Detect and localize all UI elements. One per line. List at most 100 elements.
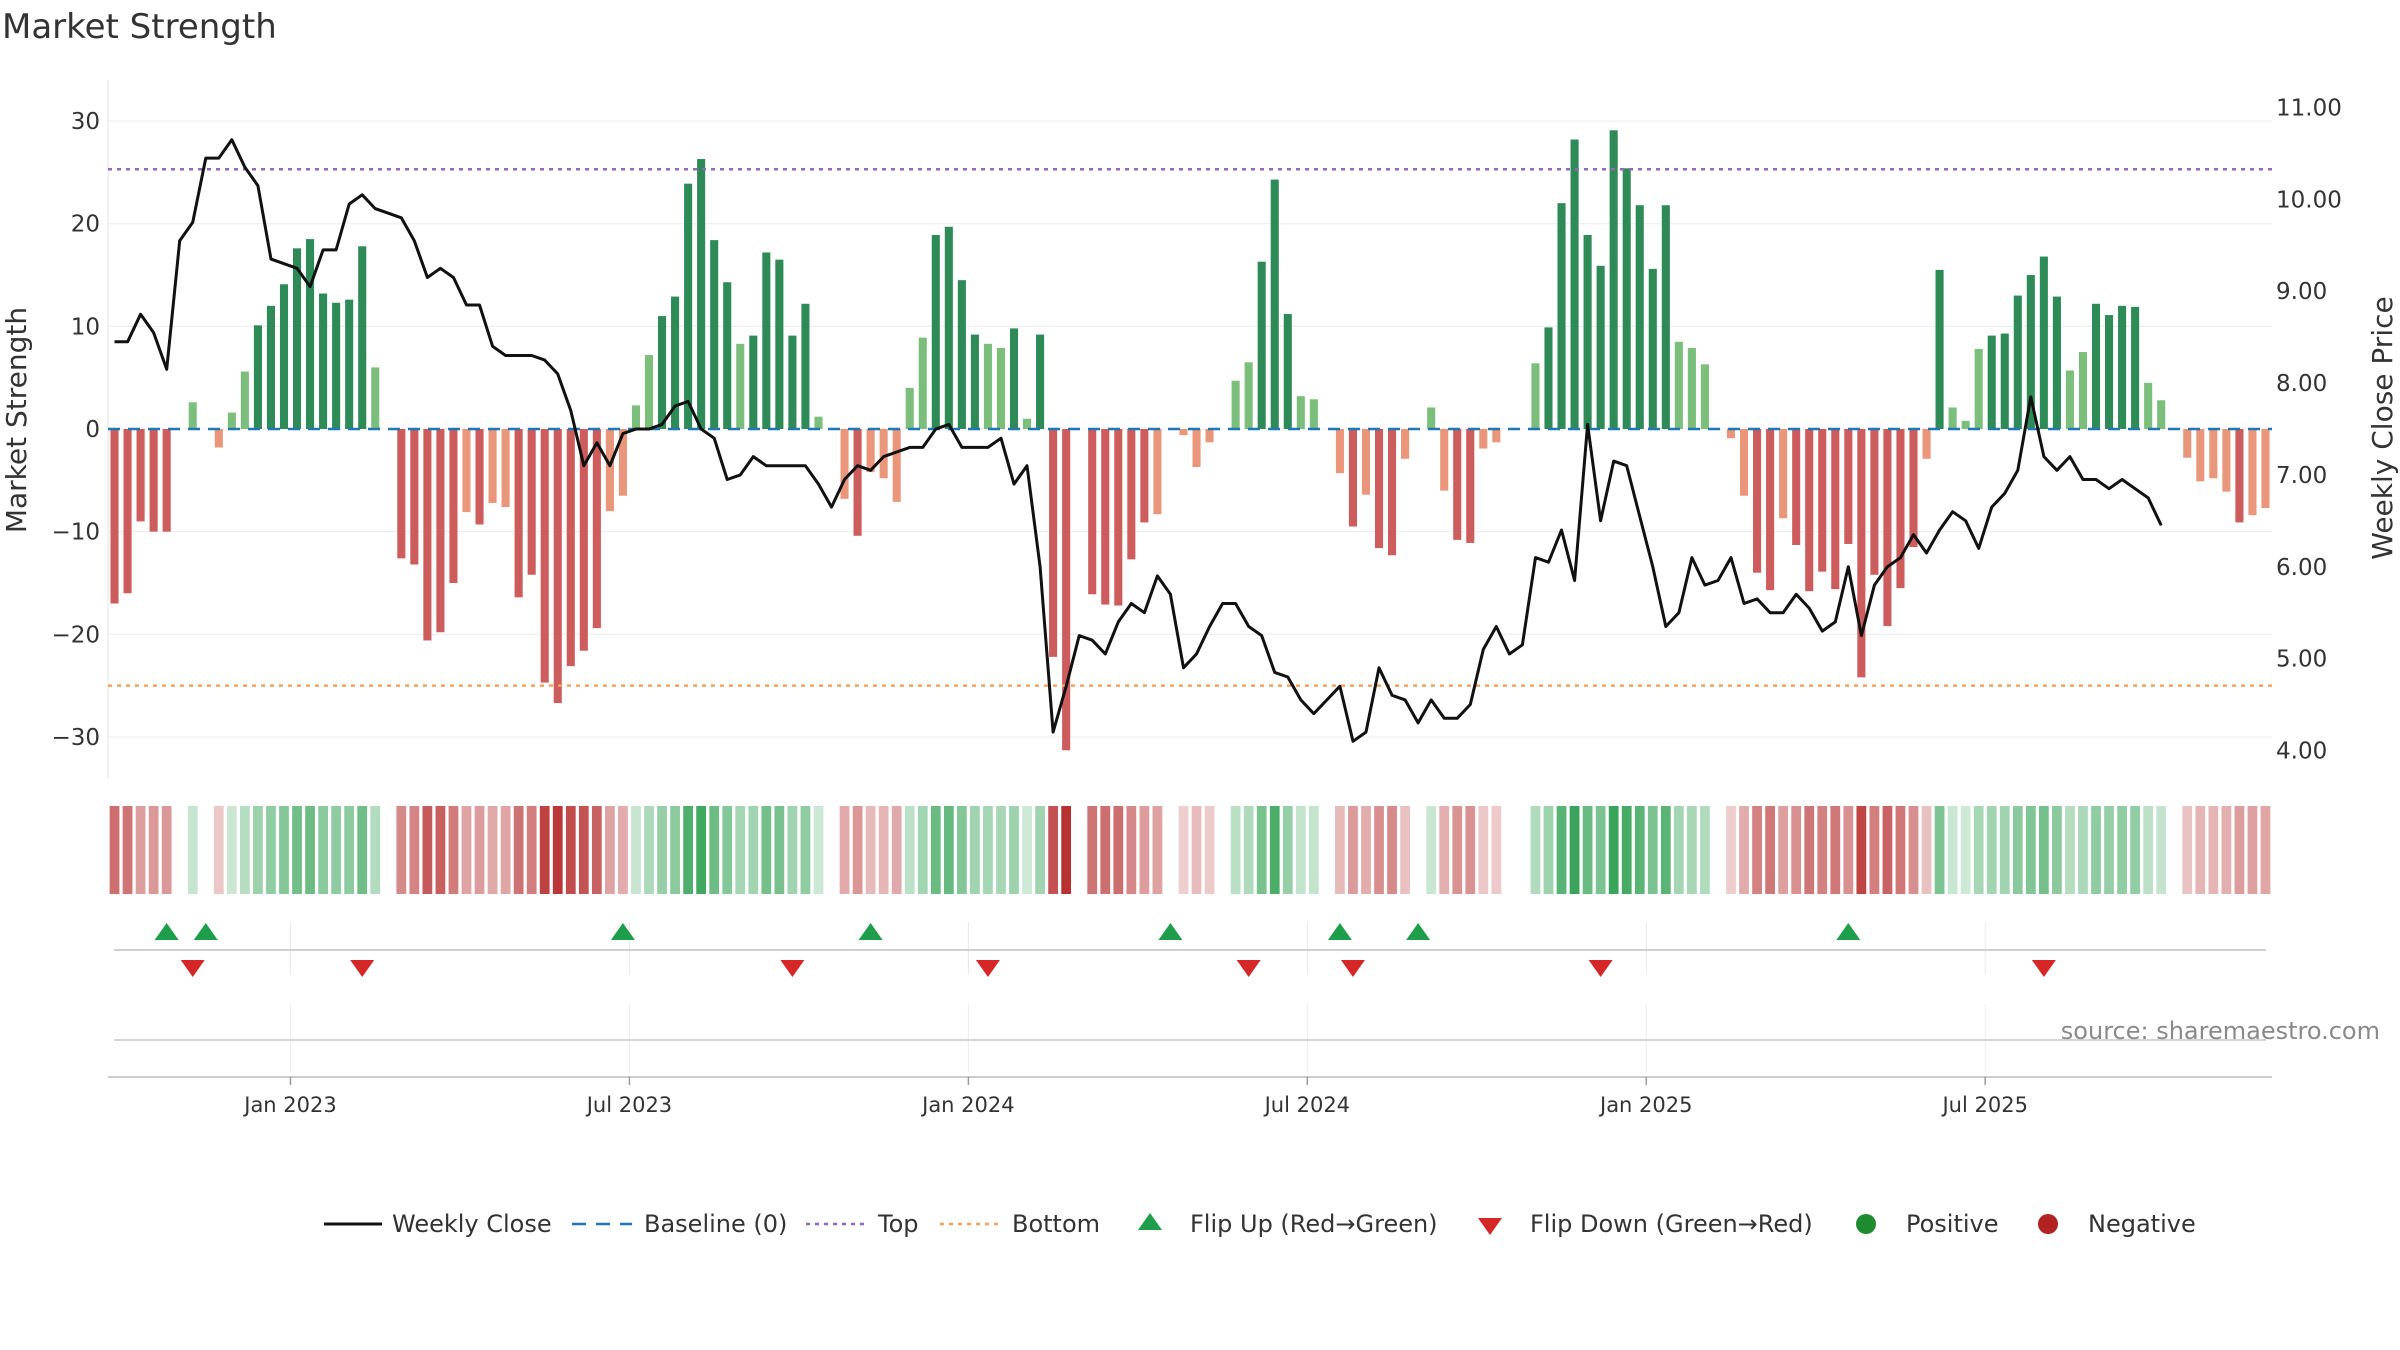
right-tick-label: 6.00 [2276, 555, 2327, 581]
heat-cell [657, 806, 667, 894]
strength-heat-strip [109, 806, 2271, 894]
strength-bar [566, 429, 575, 667]
strength-bar [1492, 429, 1501, 443]
strength-bar [644, 355, 654, 429]
strength-bar [1114, 429, 1123, 606]
heat-cell [852, 806, 863, 894]
heat-cell [891, 806, 902, 894]
heat-cell [839, 806, 850, 894]
strength-bar [1127, 429, 1136, 560]
heat-cell [357, 806, 368, 894]
heat-cell [1634, 806, 1645, 894]
heat-cell [1465, 806, 1476, 894]
heat-cell [813, 806, 824, 894]
legend-swatch-flip-up [1138, 1213, 1162, 1230]
heat-cell [344, 806, 355, 894]
heat-cell [370, 806, 381, 894]
heat-cell [1921, 806, 1932, 894]
legend-item-flipup[interactable]: Flip Up (Red→Green) [1138, 1210, 1438, 1238]
legend[interactable]: Weekly Close Baseline (0) Top Bottom Flip Up… [324, 1210, 2196, 1238]
strength-bar [2157, 400, 2166, 429]
heat-cell [1113, 806, 1124, 894]
strength-bar [488, 429, 497, 503]
heat-cell [970, 806, 980, 894]
heat-cell [2117, 806, 2127, 894]
strength-bar [931, 234, 940, 429]
source-credit: source: sharemaestro.com [2061, 1017, 2380, 1045]
strength-bar [592, 429, 601, 629]
strength-bar [736, 343, 745, 429]
strength-bar [279, 284, 289, 429]
strength-bar [1987, 335, 1996, 429]
heat-cell [2104, 806, 2114, 894]
heat-cell [1973, 806, 1984, 894]
heat-cell [253, 806, 263, 894]
strength-bar [1609, 130, 1618, 429]
legend-item-close[interactable]: Weekly Close [324, 1210, 552, 1238]
heat-cell [1400, 806, 1410, 894]
heat-cell [1817, 806, 1828, 894]
heat-cell [279, 806, 289, 894]
strength-bar [1557, 203, 1566, 429]
heat-cell [1439, 806, 1450, 894]
x-tick-label: Jan 2023 [242, 1093, 337, 1117]
strength-bar [136, 429, 145, 522]
strength-bar [2196, 429, 2205, 482]
heat-cell [1869, 806, 1880, 894]
heat-cell [109, 806, 120, 894]
heat-cell [1139, 806, 1150, 894]
strength-bar [1844, 429, 1853, 544]
heat-cell [318, 806, 328, 894]
price-line-layer [114, 138, 2163, 743]
heat-cell [461, 806, 472, 894]
strength-bar [671, 296, 680, 429]
strength-bar [423, 429, 432, 641]
left-tick-label: −20 [51, 622, 100, 648]
strength-bar [1687, 347, 1696, 429]
strength-bar [1140, 429, 1149, 523]
strength-bar [2026, 275, 2035, 429]
heat-cell [1308, 806, 1319, 894]
strength-bar [527, 429, 536, 575]
left-axis-label: Market Strength [0, 307, 33, 533]
strength-bar [631, 405, 641, 429]
strength-bar [657, 316, 667, 429]
right-tick-label: 10.00 [2276, 187, 2342, 213]
heat-cell [1152, 806, 1163, 894]
legend-item-flipdown[interactable]: Flip Down (Green→Red) [1478, 1210, 1813, 1238]
heat-cell [1335, 806, 1345, 894]
strength-bar [697, 159, 706, 429]
heat-cell [1009, 806, 1019, 894]
strength-bar [1635, 205, 1644, 429]
strength-bar [1857, 429, 1866, 678]
heat-cell [1726, 806, 1736, 894]
strength-bars [110, 130, 2270, 751]
legend-item-bottom[interactable]: Bottom [940, 1210, 1100, 1238]
heat-cell [943, 806, 954, 894]
strength-bar [1440, 429, 1449, 491]
heat-cell [774, 806, 785, 894]
heat-cell [1022, 806, 1032, 894]
right-tick-label: 4.00 [2276, 738, 2327, 764]
heat-cell [1960, 806, 1971, 894]
heat-cell [1765, 806, 1775, 894]
flip-down-marker [1588, 960, 1613, 977]
weekly-close-line [114, 138, 2163, 743]
legend-swatch-positive [1856, 1214, 1876, 1234]
heat-cell [904, 806, 915, 894]
strength-bar [879, 429, 888, 479]
x-tick-label: Jan 2024 [920, 1093, 1015, 1117]
legend-item-top[interactable]: Top [806, 1210, 919, 1238]
legend-item-negative[interactable]: Negative [2038, 1210, 2196, 1238]
legend-item-positive[interactable]: Positive [1856, 1210, 1999, 1238]
strength-bar [110, 429, 119, 604]
heat-cell [1569, 806, 1580, 894]
strength-bar [1453, 429, 1462, 540]
strength-bar [1309, 399, 1318, 429]
strength-bar [905, 387, 914, 429]
legend-item-baseline[interactable]: Baseline (0) [572, 1210, 787, 1238]
heat-cell [930, 806, 941, 894]
right-tick-label: 8.00 [2276, 371, 2327, 397]
strength-bar [319, 293, 328, 429]
heat-cell [1843, 806, 1854, 894]
